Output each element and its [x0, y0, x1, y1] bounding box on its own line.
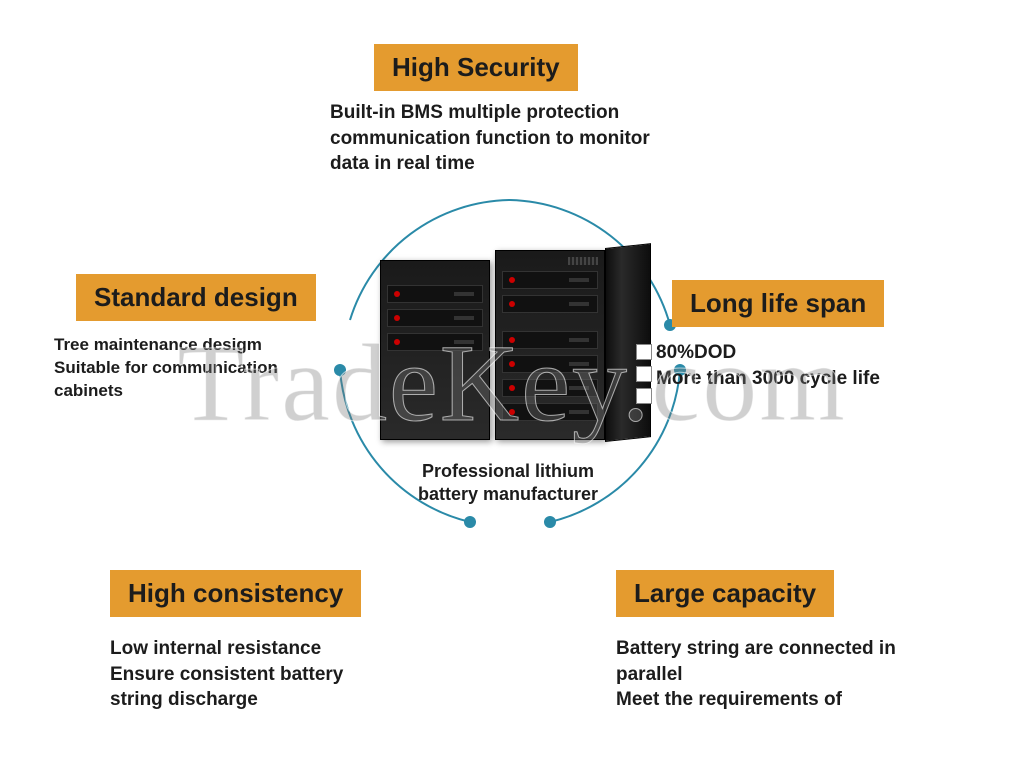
cabinet-left — [380, 260, 490, 440]
standard-design-desc: Tree maintenance desigm Suitable for com… — [54, 334, 294, 403]
bullet-square — [636, 366, 652, 382]
large-capacity-title: Large capacity — [616, 570, 834, 617]
cabinet-door — [605, 243, 651, 442]
standard-design-title: Standard design — [76, 274, 316, 321]
bullet-square — [636, 344, 652, 360]
center-caption: Professional lithium battery manufacture… — [408, 460, 608, 507]
long-life-span-title: Long life span — [672, 280, 884, 327]
high-consistency-desc: Low internal resistance Ensure consisten… — [110, 636, 410, 713]
high-security-desc: Built-in BMS multiple protection communi… — [330, 100, 690, 177]
large-capacity-desc: Battery string are connected in parallel… — [616, 636, 946, 713]
high-security-title: High Security — [374, 44, 578, 91]
bullet-square — [636, 388, 652, 404]
infographic-canvas: Professional lithium battery manufacture… — [0, 0, 1024, 768]
long-life-span-desc: 80%DOD More than 3000 cycle life — [656, 340, 986, 391]
product-image — [380, 250, 640, 450]
cabinet-right — [495, 250, 605, 440]
high-consistency-title: High consistency — [110, 570, 361, 617]
